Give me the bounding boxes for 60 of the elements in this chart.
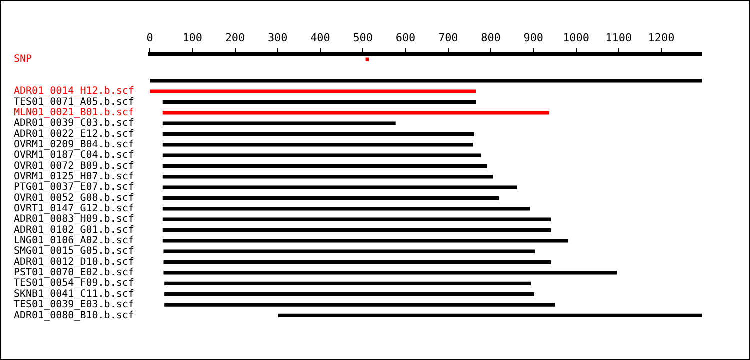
y-tick-label: OVR01_0072_B09.b.scf: [14, 160, 134, 172]
x-tick-label: 700: [438, 31, 458, 44]
y-tick-label: TES01_0071_A05.b.scf: [14, 96, 134, 108]
bar: [162, 186, 518, 190]
bar: [164, 271, 618, 275]
x-tick-label: 1000: [563, 31, 590, 44]
y-tick-label: PTG01_0037_E07.b.scf: [14, 182, 134, 194]
bar: [164, 282, 531, 286]
bar: [162, 218, 552, 222]
y-tick-label: ADR01_0022_E12.b.scf: [14, 128, 134, 140]
bar: [162, 100, 476, 104]
y-tick-label: ADR01_0083_H09.b.scf: [14, 214, 134, 226]
y-tick-label: ADR01_0014_H12.b.scf: [14, 86, 134, 98]
y-tick-label: SNP: [14, 54, 32, 66]
y-tick-label: OVR01_0052_G08.b.scf: [14, 192, 134, 204]
bar: [162, 143, 474, 147]
x-tick-label: 300: [268, 31, 288, 44]
bar: [162, 228, 552, 232]
y-tick-label: SMG01_0015_G05.b.scf: [14, 246, 134, 258]
bar: [366, 58, 369, 62]
x-tick-label: 900: [524, 31, 544, 44]
x-tick-label: 1200: [648, 31, 675, 44]
bar: [164, 260, 552, 264]
x-tick-label: 100: [182, 31, 203, 44]
bar: [164, 292, 534, 296]
bar: [164, 303, 556, 307]
bar: [150, 79, 702, 83]
x-tick-label: 0: [146, 31, 154, 44]
y-tick-label: OVRM1_0125_H07.b.scf: [14, 172, 134, 183]
y-tick-label: TES01_0054_F09.b.scf: [14, 278, 134, 290]
x-tick-label: 1100: [606, 31, 632, 44]
bar: [162, 239, 568, 243]
y-tick-label: SKNB1_0041_C11.b.scf: [14, 288, 134, 300]
x-tick-label: 200: [225, 31, 246, 44]
bar: [162, 207, 530, 211]
y-tick-label: OVRM1_0187_C04.b.scf: [14, 150, 134, 162]
bar: [150, 90, 476, 94]
y-tick-label: OVRM1_0209_B04.b.scf: [14, 140, 134, 151]
x-tick-label: 600: [396, 31, 416, 44]
bar: [164, 250, 536, 254]
bar: [162, 175, 494, 179]
y-tick-label: MLN01_0021_B01.b.scf: [14, 107, 134, 118]
bar: [162, 154, 482, 158]
bar: [278, 314, 702, 318]
y-tick-label: ADR01_0039_C03.b.scf: [14, 118, 134, 130]
y-tick-label: ADR01_0080_B10.b.scf: [14, 310, 134, 322]
x-tick-label: 500: [353, 31, 374, 44]
x-tick-label: 400: [310, 31, 330, 44]
y-tick-label: ADR01_0102_G01.b.scf: [14, 224, 134, 236]
y-tick-label: TES01_0039_E03.b.scf: [14, 300, 134, 311]
bar: [162, 111, 550, 115]
bar: [162, 164, 488, 168]
y-tick-label: ADR01_0012_D10.b.scf: [14, 256, 134, 268]
bar: [162, 132, 474, 136]
y-tick-label: LNG01_0106_A02.b.scf: [14, 236, 134, 247]
y-tick-label: PST01_0070_E02.b.scf: [14, 268, 134, 279]
bar: [162, 196, 500, 200]
y-tick-label: OVRT1_0147_G12.b.scf: [14, 204, 134, 215]
x-tick-label: 800: [481, 31, 501, 44]
bar: [162, 122, 396, 126]
